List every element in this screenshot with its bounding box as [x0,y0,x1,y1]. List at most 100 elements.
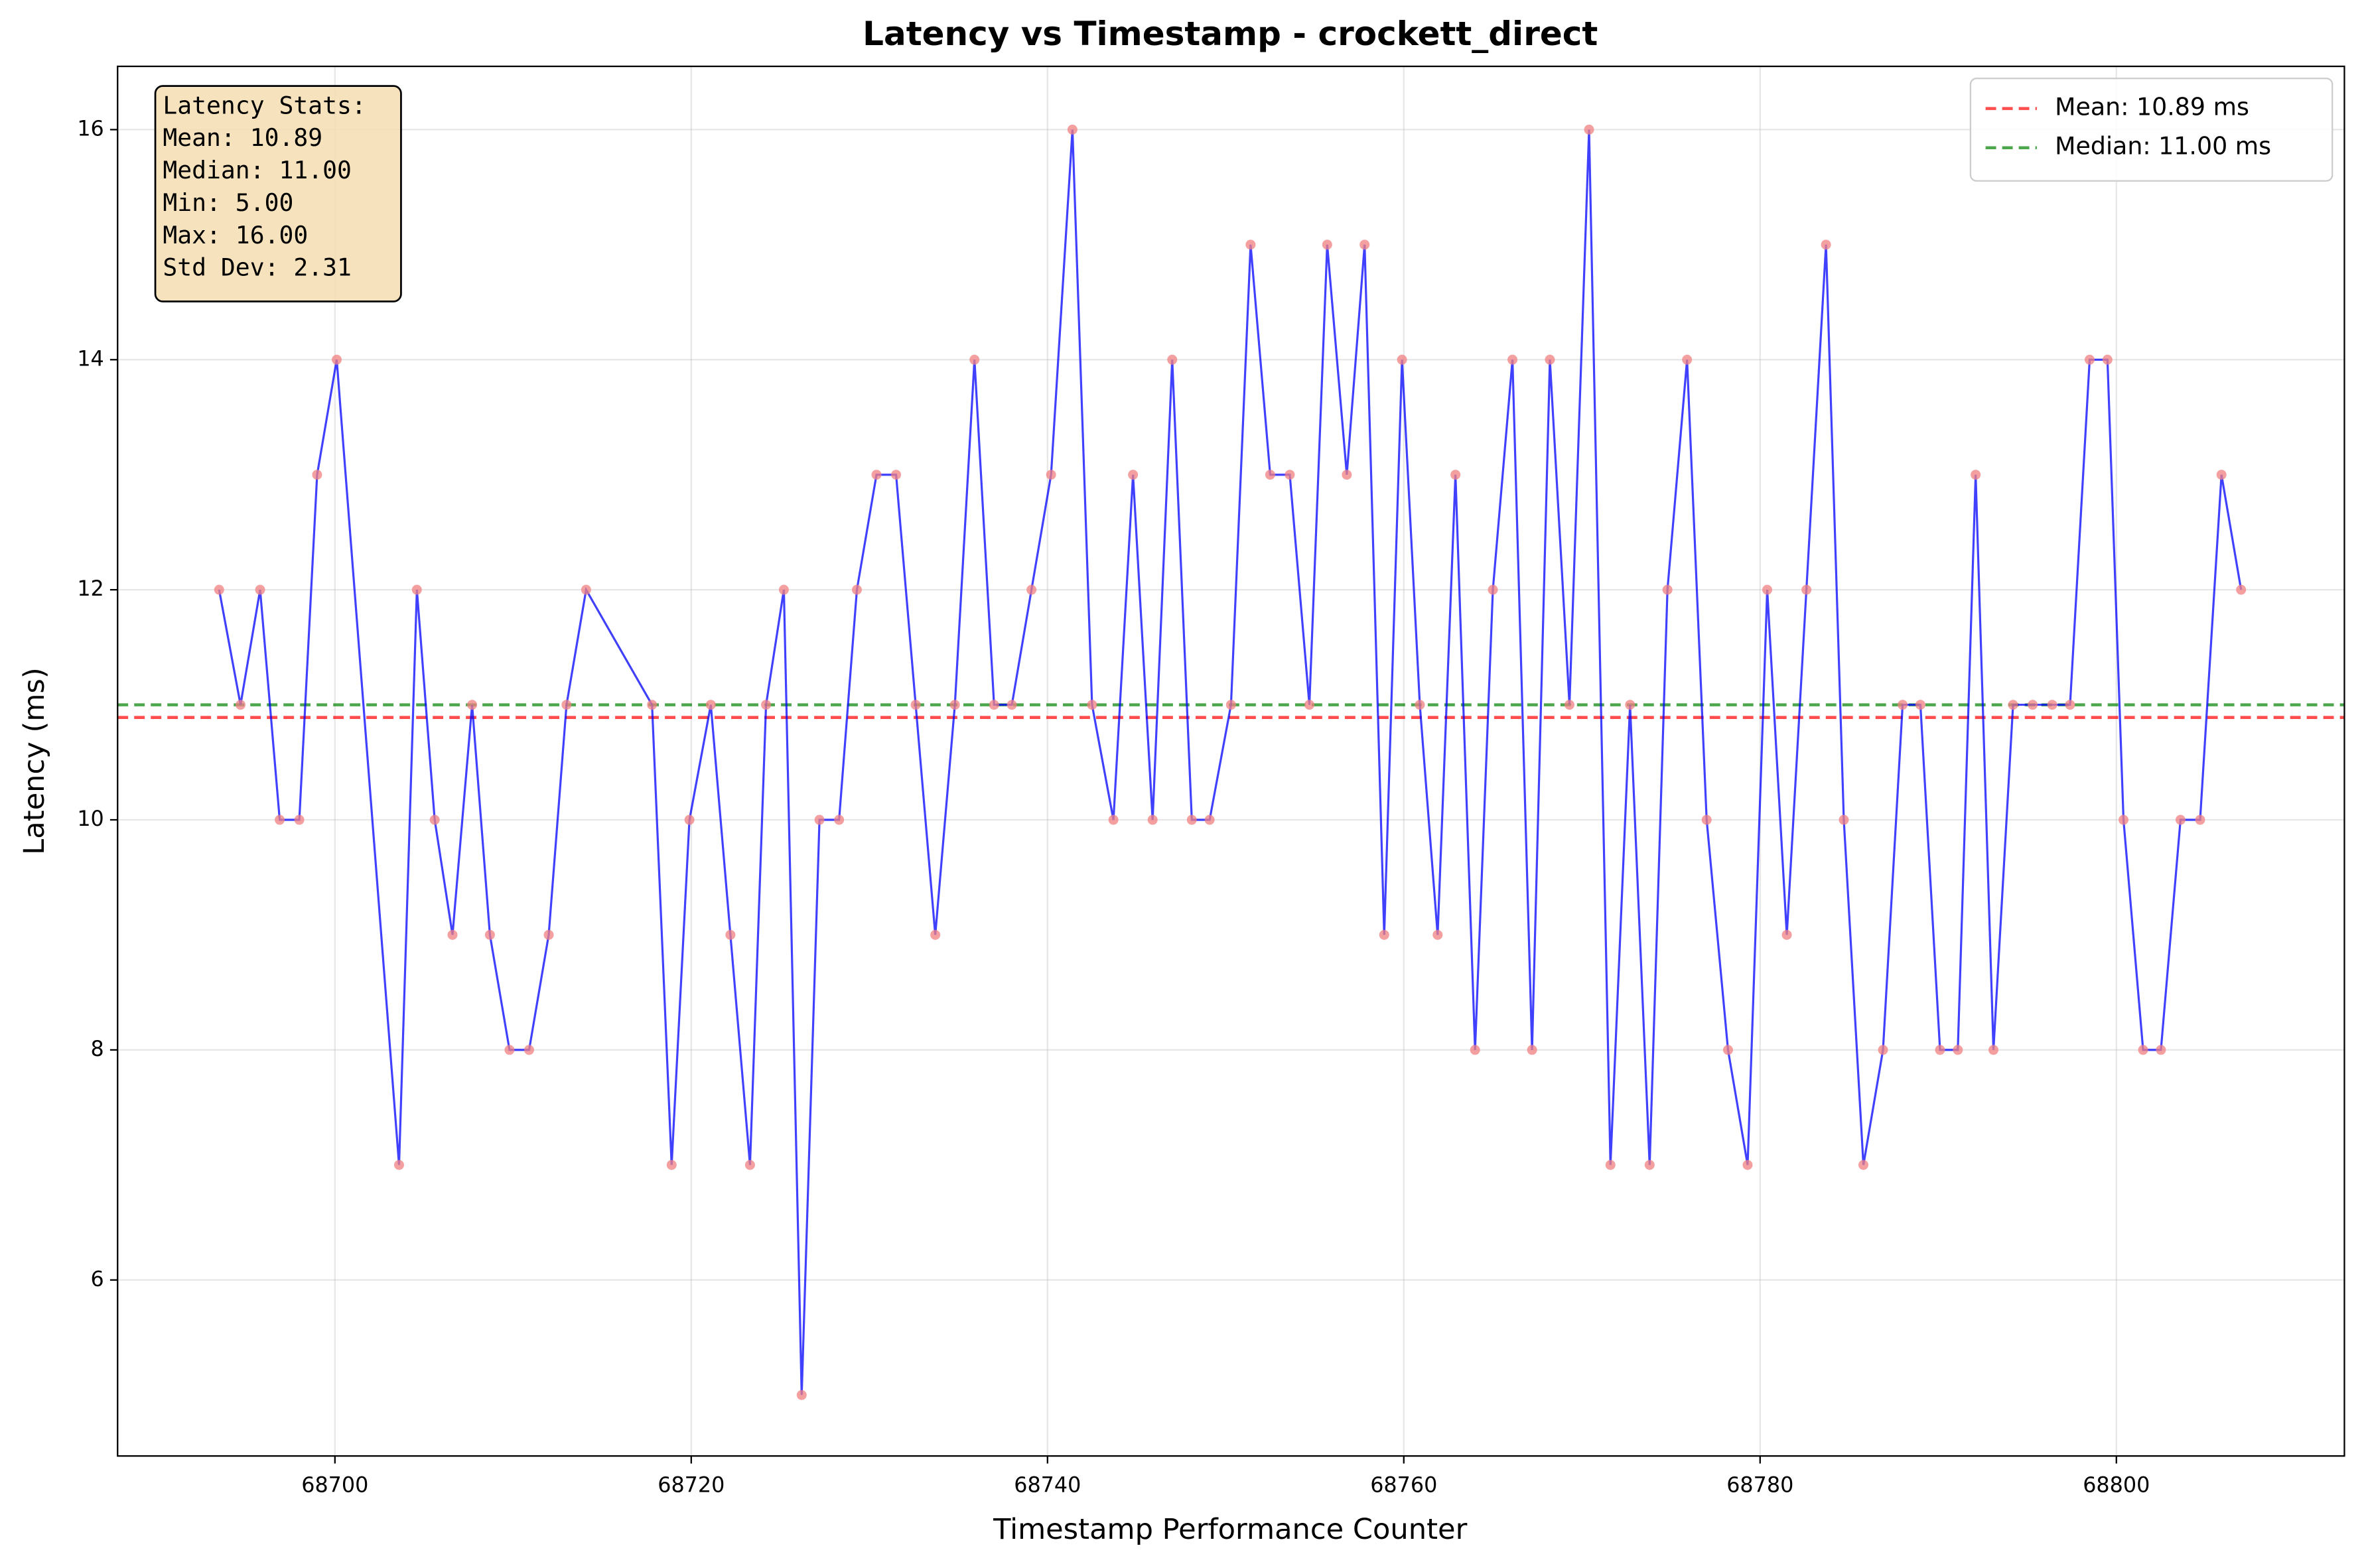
data-point [1781,929,1792,940]
data-point [1762,584,1773,595]
data-point [1265,470,1275,480]
data-point [1625,700,1635,710]
data-point [504,1045,515,1055]
data-point [796,1390,807,1400]
stats-line: Max: 16.00 [163,221,308,249]
data-point [1682,354,1693,365]
data-point [1245,239,1256,250]
data-point [2195,815,2205,825]
data-point [989,700,999,710]
data-point [778,584,789,595]
data-point [1701,815,1712,825]
data-point [429,815,440,825]
data-point [910,700,921,710]
data-point [411,584,422,595]
data-point [761,700,772,710]
y-axis-label: Latency (ms) [18,667,51,855]
data-point [1128,470,1139,480]
data-point [561,700,572,710]
data-point [1527,1045,1537,1055]
data-point [1304,700,1314,710]
data-point [1322,239,1332,250]
data-point [1415,700,1425,710]
data-point [312,470,322,480]
data-point [1470,1045,1480,1055]
y-tick-label: 14 [77,346,104,371]
legend-label: Median: 11.00 ms [2055,132,2271,161]
x-tick-label: 68720 [658,1472,725,1498]
data-point [1564,700,1574,710]
legend-label: Mean: 10.89 ms [2055,93,2249,121]
x-axis-label: Timestamp Performance Counter [993,1513,1468,1546]
data-point [969,354,980,365]
data-point [744,1159,755,1170]
data-point [1584,124,1594,135]
data-point [1225,700,1236,710]
data-point [467,700,478,710]
data-point [1821,239,1831,250]
data-point [2047,700,2057,710]
data-point [2008,700,2018,710]
data-point [1988,1045,1999,1055]
data-point [1108,815,1119,825]
data-point [1167,354,1178,365]
data-point [949,700,960,710]
plot-frame [117,65,2345,1457]
data-point [705,700,716,710]
data-point [1858,1159,1869,1170]
data-point [523,1045,534,1055]
x-tick-label: 68800 [2083,1472,2150,1498]
data-point [2236,584,2247,595]
data-point [294,815,305,825]
data-point [1742,1159,1753,1170]
data-point [1971,470,1981,480]
data-point [214,584,224,595]
data-point [1359,239,1370,250]
data-point [666,1159,677,1170]
data-point [1722,1045,1733,1055]
data-point [1878,1045,1888,1055]
data-point [1898,700,1908,710]
stats-line: Min: 5.00 [163,188,293,217]
data-point [2028,700,2038,710]
data-point [725,929,736,940]
y-tick-label: 10 [77,806,104,831]
y-tick-label: 12 [77,576,104,601]
legend-box [1969,78,2333,182]
data-point [2119,815,2129,825]
data-point [255,584,265,595]
data-point [2216,470,2227,480]
stats-line: Latency Stats: [163,91,366,119]
data-point [1186,815,1197,825]
data-point [852,584,863,595]
data-point [1662,584,1673,595]
data-point [275,815,285,825]
data-point [814,815,825,825]
data-point [1067,124,1078,135]
data-point [1935,1045,1945,1055]
data-point [2138,1045,2148,1055]
data-point [2085,354,2095,365]
data-point [930,929,941,940]
data-point [1953,1045,1963,1055]
data-point [1147,815,1158,825]
x-tick-label: 68700 [301,1472,368,1498]
data-point [647,700,658,710]
data-point [236,700,246,710]
data-point [331,354,342,365]
stats-line: Std Dev: 2.31 [163,253,351,282]
y-tick-label: 8 [91,1036,104,1061]
data-point [2065,700,2075,710]
data-point [1507,354,1518,365]
data-point [1450,470,1461,480]
data-point [891,470,902,480]
data-point [1026,584,1037,595]
data-point [1801,584,1812,595]
data-point [1839,815,1849,825]
data-point [1046,470,1056,480]
data-point [1605,1159,1616,1170]
x-tick-label: 68760 [1370,1472,1437,1498]
data-point [543,929,554,940]
data-point [834,815,845,825]
